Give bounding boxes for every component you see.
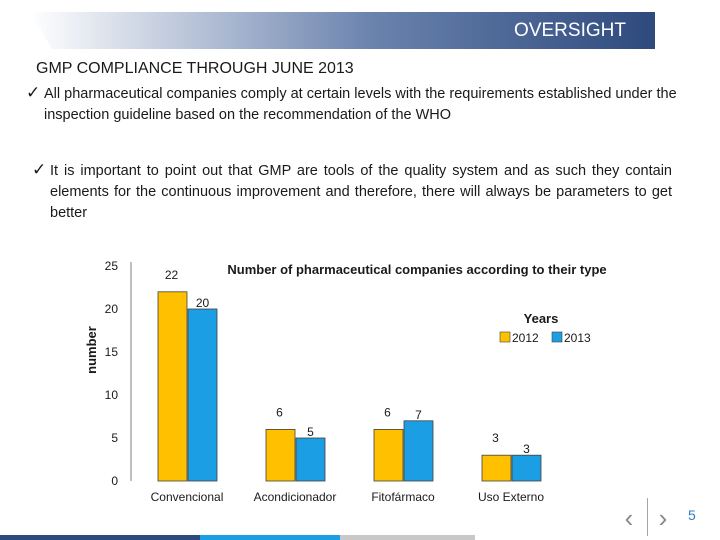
bullet-text: It is important to point out that GMP ar…: [50, 163, 672, 221]
data-label: 7: [415, 408, 422, 422]
y-tick-label: 10: [105, 388, 119, 402]
y-tick-label: 0: [111, 474, 118, 488]
bar-2012-Acondicionador: [265, 428, 296, 482]
bullet-item: ✓ All pharmaceutical companies comply at…: [26, 83, 684, 126]
x-tick-label: Convencional: [151, 490, 224, 504]
section-subtitle: GMP COMPLIANCE THROUGH JUNE 2013: [36, 60, 354, 77]
footer-bar-blue: [200, 535, 340, 540]
legend-label: 2012: [512, 331, 539, 345]
bar-2013-Fitofármaco: [403, 420, 434, 482]
bar-2013-Convencional: [187, 308, 218, 482]
next-slide-icon[interactable]: ›: [658, 503, 668, 533]
prev-slide-icon[interactable]: ‹: [624, 503, 634, 533]
legend-swatch-2012: [499, 331, 511, 343]
chart-title: Number of pharmaceutical companies accor…: [227, 262, 606, 277]
legend-label: 2013: [564, 331, 591, 345]
y-axis-label: number: [84, 326, 99, 374]
y-tick-label: 20: [105, 302, 119, 316]
y-tick-label: 5: [111, 431, 118, 445]
x-tick-label: Acondicionador: [254, 490, 337, 504]
data-label: 3: [492, 431, 499, 445]
y-tick-label: 15: [105, 345, 119, 359]
data-label: 20: [196, 296, 210, 310]
data-label: 5: [307, 425, 314, 439]
page-title: OVERSIGHT: [514, 20, 626, 41]
data-label: 3: [523, 442, 530, 456]
bar-2013-Acondicionador: [295, 437, 326, 482]
footer-bar-navy: [0, 535, 200, 540]
data-label: 6: [276, 405, 283, 419]
legend-swatch-2013: [551, 331, 563, 343]
footer-bar-gray: [340, 535, 475, 540]
x-tick-label: Fitofármaco: [371, 490, 435, 504]
bar-2012-Uso Externo: [481, 454, 512, 482]
banner-shape: [30, 12, 655, 49]
x-tick-label: Uso Externo: [478, 490, 544, 504]
checkmark-icon: ✓: [26, 83, 41, 102]
bullet-text: All pharmaceutical companies comply at c…: [44, 86, 677, 123]
header-banner: OVERSIGHT: [30, 12, 655, 49]
nav-divider: [647, 498, 648, 536]
bullet-item: ✓ It is important to point out that GMP …: [32, 160, 672, 224]
data-label: 22: [165, 268, 179, 282]
bar-2012-Fitofármaco: [373, 428, 404, 482]
y-tick-label: 25: [105, 259, 119, 273]
legend-title: Years: [524, 311, 559, 326]
checkmark-icon: ✓: [32, 160, 47, 179]
data-label: 6: [384, 405, 391, 419]
page-number: 5: [688, 507, 696, 523]
bar-2012-Convencional: [157, 291, 188, 482]
bar-2013-Uso Externo: [511, 454, 542, 482]
